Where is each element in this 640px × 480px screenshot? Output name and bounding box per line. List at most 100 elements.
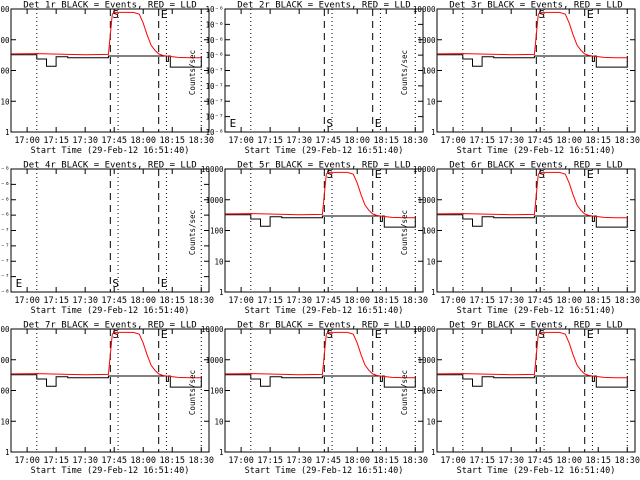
y-tick-label: 10⁻⁷ [205,113,223,122]
y-tick-label: 10⁻⁶ [0,211,10,220]
y-tick-label: 10⁻⁶ [0,165,10,174]
lld-series-line [437,331,628,379]
panel-title: Det 7r BLACK = Events, RED = LLD [23,321,196,331]
x-tick-label: 17:30 [498,136,524,146]
y-tick-label: 10000 [413,165,436,174]
interval-marker-label: E [587,168,594,181]
x-axis-label: Start Time (29-Feb-12 16:51:40) [31,306,190,316]
x-tick-label: 18:15 [373,296,399,306]
x-axis-label: Start Time (29-Feb-12 16:51:40) [245,306,404,316]
x-tick-label: 18:15 [159,136,185,146]
x-tick-label: 17:45 [315,456,341,466]
y-axis-label: Counts/sec [400,370,409,415]
y-tick-label: 1000 [0,356,10,365]
interval-marker-label: S [326,117,333,130]
x-tick-label: 18:00 [344,136,370,146]
lld-series-line [437,171,628,219]
interval-marker-label: S [326,168,333,181]
y-tick-label: 1000 [0,36,10,45]
y-tick-label: 100 [0,67,10,76]
x-tick-label: 17:00 [440,136,466,146]
y-tick-label: 1000 [205,356,224,365]
panel-title: Det 9r BLACK = Events, RED = LLD [449,321,622,331]
y-tick-label: 1 [431,288,436,297]
x-tick-label: 18:00 [130,136,156,146]
interval-marker-label: S [538,8,545,21]
y-tick-label: 10⁻⁸ [0,288,10,297]
y-axis-label: Counts/sec [188,210,197,255]
panel-title: Det 1r BLACK = Events, RED = LLD [23,1,196,11]
y-tick-label: 1 [5,128,10,137]
x-tick-label: 18:30 [188,136,214,146]
interval-marker-label: S [326,328,333,341]
y-tick-label: 10⁻⁷ [205,82,223,91]
x-axis-label: Start Time (29-Feb-12 16:51:40) [457,466,616,476]
x-tick-label: 18:30 [614,136,640,146]
x-tick-label: 18:30 [188,456,214,466]
x-tick-label: 18:00 [556,136,582,146]
y-tick-label: 1000 [417,36,436,45]
lld-series-line [225,331,416,379]
x-axis-label: Start Time (29-Feb-12 16:51:40) [245,466,404,476]
interval-marker-label: E [16,277,23,290]
x-tick-label: 18:00 [556,296,582,306]
y-tick-label: 10⁻⁶ [205,51,223,60]
x-tick-label: 17:45 [527,296,553,306]
x-tick-label: 17:00 [228,296,254,306]
x-tick-label: 17:30 [286,136,312,146]
x-axis-label: Start Time (29-Feb-12 16:51:40) [245,146,404,156]
y-tick-label: 10⁻⁷ [0,257,10,266]
events-series-line [11,374,202,388]
y-tick-label: 1 [431,128,436,137]
events-series-line [437,214,628,228]
x-tick-label: 17:30 [498,296,524,306]
interval-marker-label: E [375,117,382,130]
panel-title: Det 4r BLACK = Events, RED = LLD [23,161,196,171]
interval-marker-label: E [375,168,382,181]
x-tick-label: 17:15 [43,296,69,306]
events-series-line [225,374,416,388]
panel-title: Det 2r BLACK = Events, RED = LLD [237,1,410,11]
interval-marker-label: S [112,8,119,21]
x-tick-label: 17:30 [72,296,98,306]
y-tick-label: 10000 [413,5,436,14]
x-tick-label: 17:15 [257,456,283,466]
y-tick-label: 1000 [417,356,436,365]
y-tick-label: 10000 [201,325,224,334]
x-tick-label: 17:00 [14,456,40,466]
x-tick-label: 17:30 [498,456,524,466]
lld-series-line [11,331,202,379]
events-series-line [11,54,202,68]
panel-title: Det 6r BLACK = Events, RED = LLD [449,161,622,171]
interval-marker-label: E [230,117,237,130]
y-tick-label: 100 [422,67,436,76]
panel-title: Det 3r BLACK = Events, RED = LLD [449,1,622,11]
interval-marker-label: S [538,168,545,181]
interval-marker-label: E [161,328,168,341]
y-tick-label: 100 [422,227,436,236]
lld-series-line [11,11,202,59]
y-tick-label: 10000 [413,325,436,334]
interval-marker-label: S [112,277,119,290]
lld-series-line [225,171,416,219]
x-tick-label: 17:45 [315,296,341,306]
x-tick-label: 17:45 [527,136,553,146]
interval-marker-label: E [587,8,594,21]
x-tick-label: 18:00 [556,456,582,466]
y-tick-label: 1 [219,448,224,457]
y-tick-label: 10⁻⁷ [0,227,10,236]
y-tick-label: 1000 [205,196,224,205]
y-tick-label: 10⁻⁶ [205,5,223,14]
y-tick-label: 1 [5,448,10,457]
interval-marker-label: S [112,328,119,341]
y-tick-label: 1 [219,288,224,297]
interval-marker-label: E [587,328,594,341]
y-tick-label: 10⁻⁶ [205,36,223,45]
x-tick-label: 17:30 [72,136,98,146]
x-tick-label: 17:30 [286,456,312,466]
x-tick-label: 18:00 [130,456,156,466]
x-axis-label: Start Time (29-Feb-12 16:51:40) [31,466,190,476]
